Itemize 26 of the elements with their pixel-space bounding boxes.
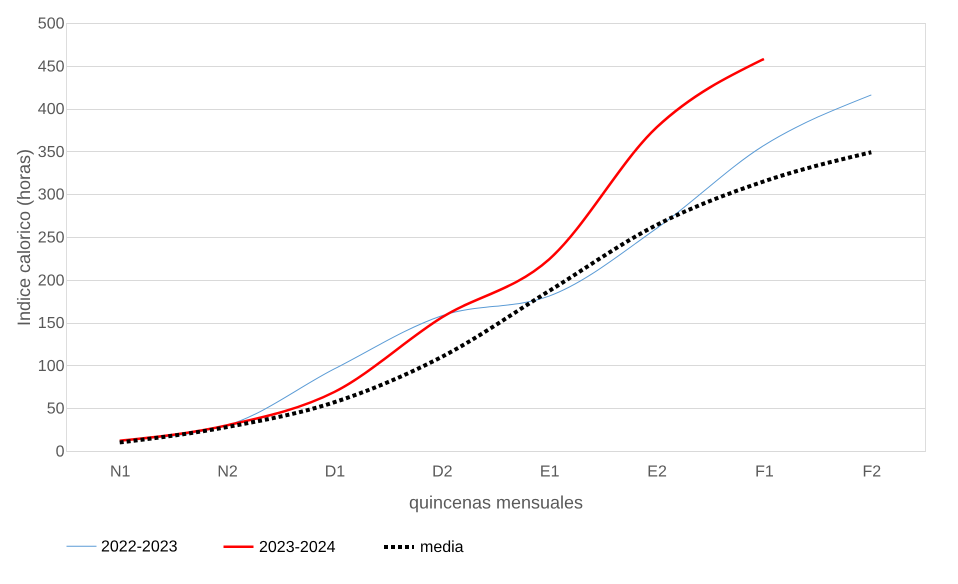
y-tick-label: 450: [38, 58, 65, 76]
x-axis-title: quincenas mensuales: [408, 492, 584, 512]
line-series: [118, 150, 874, 444]
y-tick-label: 500: [38, 16, 65, 32]
x-tick-label: E2: [647, 464, 667, 480]
y-tick-label: 100: [38, 358, 65, 375]
y-tick-label: 250: [38, 230, 65, 246]
legend-label: 2023-2024: [259, 538, 336, 556]
x-tick-label: D2: [432, 464, 453, 480]
x-tick-label: F2: [862, 464, 882, 480]
y-tick-label: 350: [38, 144, 65, 161]
x-tick-label: N1: [110, 464, 131, 480]
legend-label: media: [420, 539, 464, 556]
y-tick-label: 150: [38, 315, 65, 332]
legend-label: 2022-2023: [101, 538, 178, 556]
y-axis-title: Indice calorico (horas): [14, 148, 34, 326]
x-tick-label: D1: [324, 464, 346, 480]
x-tick-label: N2: [217, 464, 238, 480]
y-tick-label: 400: [38, 101, 65, 118]
y-tick-label: 50: [46, 400, 65, 418]
y-tick-label: 200: [38, 272, 65, 290]
x-tick-label: F1: [755, 464, 774, 480]
y-tick-label: 300: [38, 186, 65, 204]
y-tick-label: 0: [56, 444, 65, 460]
line-series: [118, 58, 766, 442]
x-tick-label: E1: [540, 464, 560, 480]
